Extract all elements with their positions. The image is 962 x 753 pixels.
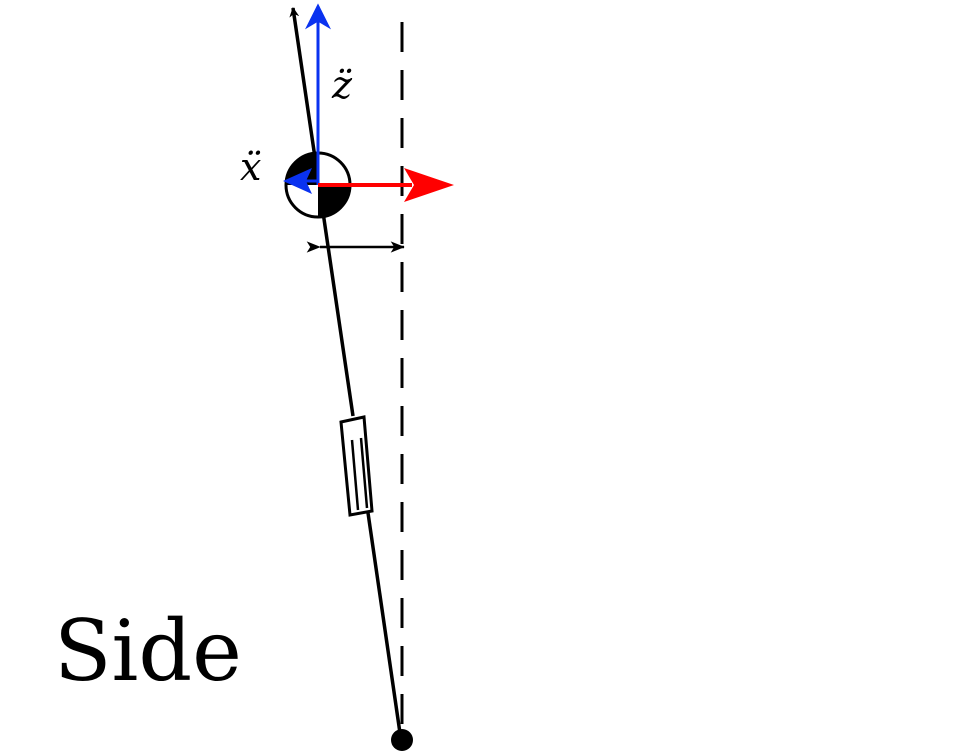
prismatic-actuator-icon bbox=[339, 415, 374, 517]
x-acceleration-arrow bbox=[283, 168, 318, 194]
x-acceleration-label: ẍ bbox=[240, 145, 261, 189]
leg-line-lower bbox=[365, 505, 403, 741]
horizontal-force-arrow bbox=[318, 168, 454, 202]
z-acceleration-label: z̈ bbox=[331, 63, 353, 107]
pivot-dot-icon bbox=[391, 729, 413, 751]
view-label: Side bbox=[54, 602, 242, 700]
leg-line-upper bbox=[317, 184, 355, 417]
